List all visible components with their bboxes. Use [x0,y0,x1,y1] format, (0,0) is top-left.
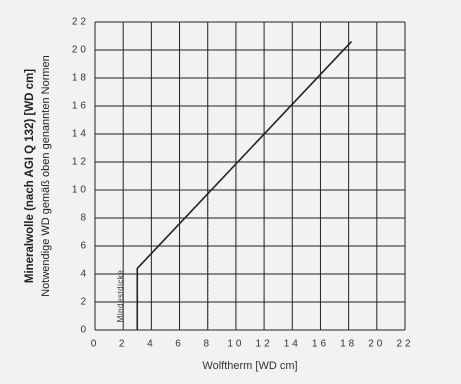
x-tick-label: 8 [203,339,212,350]
annotation: Mindestdicke [116,270,125,323]
x-tick-label: 4 [147,339,156,350]
y-tick-label: 20 [72,45,89,56]
y-tick-label: 2 [80,297,89,308]
data-line [136,41,353,330]
y-tick-label: 14 [72,129,89,140]
y-tick-label: 22 [72,17,89,28]
y-tick-label: 4 [80,269,89,280]
x-tick-label: 16 [312,339,329,350]
y-tick-label: 10 [72,185,89,196]
x-tick-label: 12 [256,339,273,350]
y-tick-label: 18 [72,73,89,84]
x-tick-label: 20 [368,339,385,350]
y-tick-label: 12 [72,157,89,168]
y-tick-label: 8 [80,213,89,224]
x-tick-label: 14 [284,339,301,350]
y-tick-label: 0 [80,325,89,336]
y-tick-label: 6 [80,241,89,252]
x-tick-label: 2 [119,339,128,350]
x-axis-label: Wolftherm [WD cm] [202,360,297,372]
x-tick-label: 18 [340,339,357,350]
x-tick-label: 10 [227,339,244,350]
y-tick-label: 16 [72,101,89,112]
x-tick-label: 0 [91,339,100,350]
x-tick-label: 6 [175,339,184,350]
y-axis-label: Mineralwolle (nach AGI Q 132) [WD cm] [24,69,36,283]
y-axis-sublabel: Notwendige WD gemäß oben genannten Norme… [40,55,52,297]
x-tick-label: 22 [396,339,413,350]
